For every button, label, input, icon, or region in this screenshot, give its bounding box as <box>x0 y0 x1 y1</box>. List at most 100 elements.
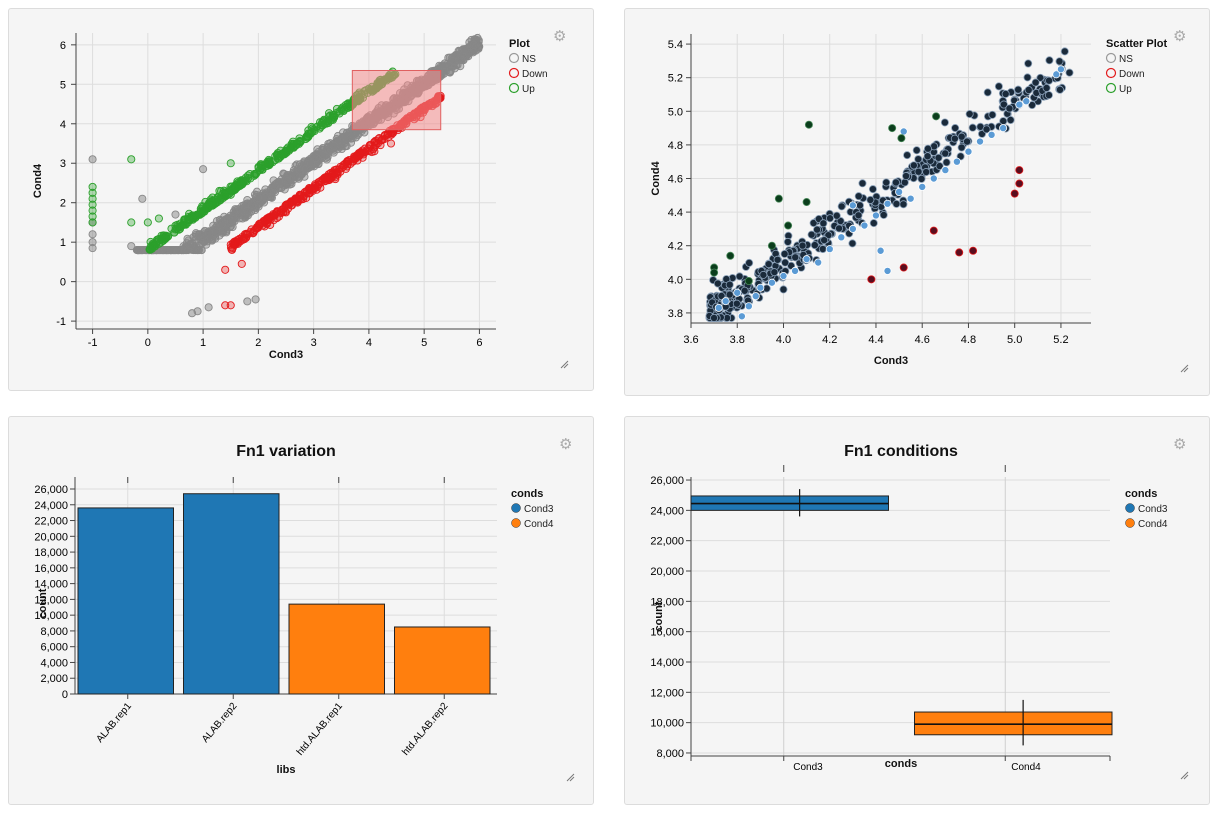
resize-grip-icon[interactable] <box>559 359 569 369</box>
ns-point <box>781 258 790 267</box>
down-point <box>1015 166 1024 175</box>
highlight-point <box>976 137 985 146</box>
y-tick-label: 4.2 <box>668 241 683 253</box>
x-tick-label: 4.0 <box>776 334 791 346</box>
x-tick-label: 3 <box>311 337 317 349</box>
up-point <box>312 122 322 131</box>
highlight-point <box>883 199 892 208</box>
y-axis-title: Cond4 <box>32 163 44 198</box>
down-point <box>221 265 230 274</box>
ns-point <box>309 152 318 161</box>
ns-point <box>469 40 478 49</box>
up-point <box>273 154 282 163</box>
down-point <box>243 230 252 239</box>
y-tick-label: 5.2 <box>668 73 683 85</box>
ns-point <box>912 146 921 155</box>
y-tick-label: 0 <box>60 277 66 289</box>
ns-point <box>197 246 206 255</box>
y-tick-label: -1 <box>56 316 66 328</box>
bar-ALAB.rep2[interactable] <box>183 493 280 695</box>
ns-point <box>457 55 466 64</box>
y-tick-label: 24,000 <box>34 500 68 512</box>
resize-grip-icon[interactable] <box>1179 363 1189 373</box>
y-axis-title: count <box>653 601 665 631</box>
x-axis-title: libs <box>277 764 296 776</box>
ns-point <box>127 242 136 251</box>
gear-icon[interactable]: ⚙ <box>553 28 567 45</box>
y-tick-label: 8,000 <box>40 626 68 638</box>
ns-point <box>269 182 278 191</box>
ns-point <box>732 299 741 308</box>
y-tick-label: 3 <box>60 158 66 170</box>
ns-point <box>134 246 143 255</box>
x-tick-label: 4 <box>366 337 372 349</box>
up-point <box>206 199 216 208</box>
ns-point <box>899 200 908 209</box>
ns-point <box>1005 104 1014 113</box>
legend-swatch <box>508 82 520 94</box>
ns-point <box>798 241 807 250</box>
ns-point <box>914 167 923 176</box>
bar-htd.ALAB.rep2[interactable] <box>394 626 491 695</box>
ns-point <box>854 192 863 201</box>
ns-point <box>994 82 1003 91</box>
ns-point <box>837 202 846 211</box>
y-tick-label: 10,000 <box>650 718 684 730</box>
bar-htd.ALAB.rep1[interactable] <box>288 603 385 695</box>
gear-icon[interactable]: ⚙ <box>1173 28 1187 45</box>
up-point <box>767 241 776 250</box>
bar-ALAB.rep1[interactable] <box>77 507 174 695</box>
highlight-point <box>737 312 746 321</box>
gear-icon[interactable]: ⚙ <box>1173 436 1187 453</box>
x-tick-label: 4.8 <box>961 334 976 346</box>
legend-title: conds <box>511 488 543 500</box>
ns-point <box>892 199 901 208</box>
highlight-point <box>848 201 857 210</box>
scatter-chart-zoom[interactable]: 3.6 3.8 4.0 4.2 4.4 4.6 4.8 5.0 5.2 3.8 4.0 4.2 4.4 4… <box>625 9 1211 397</box>
ns-point <box>166 246 175 255</box>
up-point <box>258 165 267 174</box>
ns-point <box>1014 85 1023 94</box>
x-axis-title: conds <box>885 758 917 770</box>
x-axis-title: Cond3 <box>874 355 908 367</box>
box-chart[interactable]: Fn1 conditions8,00010,00012,00014,00016,… <box>625 417 1211 806</box>
legend-label: Up <box>522 84 535 95</box>
ns-point <box>1055 85 1064 94</box>
legend-swatch <box>1125 518 1135 528</box>
ns-point <box>745 258 754 267</box>
x-tick-label: 4.2 <box>822 334 837 346</box>
y-tick-label: 26,000 <box>34 484 68 496</box>
selection-brush[interactable] <box>351 69 442 131</box>
x-tick-label: 0 <box>145 337 151 349</box>
legend-label: Cond4 <box>524 519 554 530</box>
y-tick-label: 5 <box>60 79 66 91</box>
highlight-point <box>837 233 846 242</box>
y-tick-label: 6,000 <box>40 642 68 654</box>
resize-grip-icon[interactable] <box>565 772 575 782</box>
bar-chart[interactable]: Fn1 variation02,0004,0006,0008,00010,000… <box>9 417 595 806</box>
up-point <box>180 215 189 225</box>
scatter-chart-main[interactable]: -1 0 1 2 3 4 5 6 -1 0 1 2 3 4 5 6 Cond3 Cond4 Plot NS Down Up <box>9 9 595 392</box>
ns-point <box>193 307 202 316</box>
down-point <box>899 263 908 272</box>
ns-point <box>818 245 827 254</box>
ns-point <box>950 134 959 143</box>
highlight-point <box>744 302 753 311</box>
resize-grip-icon[interactable] <box>1179 770 1189 780</box>
ns-point <box>253 193 262 202</box>
ns-point <box>942 158 951 167</box>
gear-icon[interactable]: ⚙ <box>559 436 573 453</box>
ns-point <box>1024 86 1033 95</box>
x-tick-label: htd.ALAB.rep2 <box>400 701 451 758</box>
y-tick-label: 14,000 <box>650 657 684 669</box>
up-point <box>784 221 793 230</box>
y-tick-label: 3.8 <box>668 308 683 320</box>
x-tick-label: Cond3 <box>793 762 823 773</box>
highlight-point <box>779 271 788 280</box>
ns-point <box>783 237 792 246</box>
highlight-point <box>721 297 730 306</box>
ns-point <box>710 313 719 322</box>
ns-point <box>289 169 298 178</box>
down-point <box>867 275 876 284</box>
y-axis-title: count <box>37 588 49 618</box>
